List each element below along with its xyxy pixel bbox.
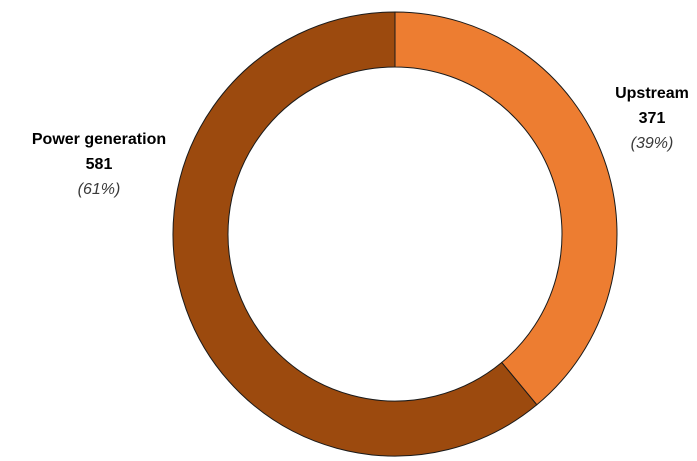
slice-percent-power-generation: (61%) <box>78 181 121 198</box>
label-upstream: Upstream 371 (39%) <box>615 85 689 152</box>
slice-upstream <box>394 11 618 406</box>
slice-percent-upstream: (39%) <box>631 135 674 152</box>
slice-power-generation <box>172 11 538 457</box>
slice-label-upstream: Upstream <box>615 85 689 102</box>
donut-slices <box>172 11 618 457</box>
slice-label-power-generation: Power generation <box>32 131 166 148</box>
slice-value-power-generation: 581 <box>86 156 113 173</box>
label-power-generation: Power generation 581 (61%) <box>32 131 166 198</box>
slice-value-upstream: 371 <box>639 110 666 127</box>
